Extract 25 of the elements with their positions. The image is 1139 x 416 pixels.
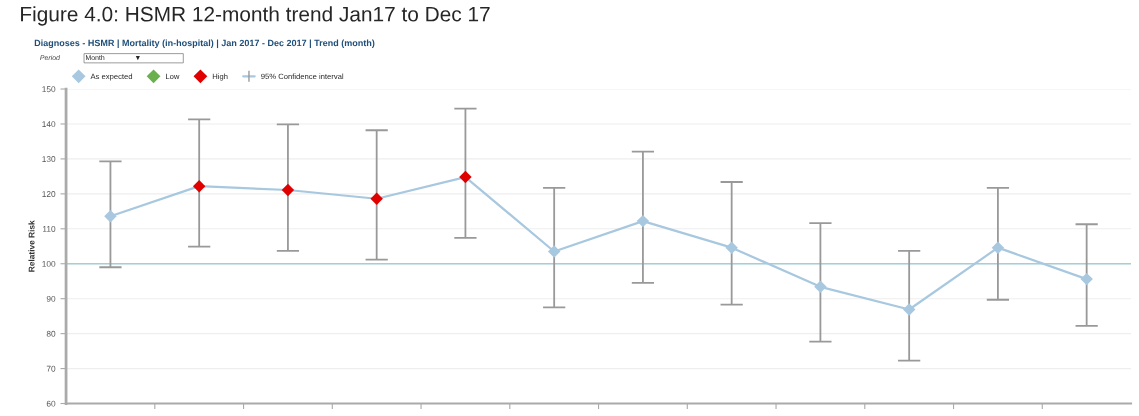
point xyxy=(991,241,1005,254)
y-tick-label: 130 xyxy=(42,156,56,163)
point xyxy=(636,214,650,228)
y-tick-label: 80 xyxy=(46,330,56,337)
y-tick-label: 90 xyxy=(46,295,56,302)
point xyxy=(281,183,295,197)
point xyxy=(104,210,117,223)
point xyxy=(814,280,827,294)
point xyxy=(370,192,383,205)
point xyxy=(459,170,472,184)
chart-title: Figure 4.0: HSMR 12-month trend Jan17 to Dec 17 xyxy=(21,6,490,26)
point xyxy=(1080,272,1093,286)
y-tick-label: 150 xyxy=(42,86,56,93)
y-tick-label: 100 xyxy=(42,260,56,267)
y-tick-label: 110 xyxy=(42,226,56,232)
y-tick-label: 120 xyxy=(42,191,56,197)
y-tick-label: 60 xyxy=(46,400,56,407)
y-tick-label: 70 xyxy=(46,365,56,372)
point xyxy=(902,303,916,316)
point xyxy=(725,241,738,254)
y-tick-label: 140 xyxy=(42,121,56,128)
point xyxy=(192,179,206,193)
point xyxy=(547,245,561,258)
y-axis-title: Relative Risk xyxy=(28,220,35,272)
chart-subtitle: Diagnoses - HSMR | Mortality (in-hospital) | Jan 2017 - Dec 2017 | Trend (month) xyxy=(34,39,375,49)
